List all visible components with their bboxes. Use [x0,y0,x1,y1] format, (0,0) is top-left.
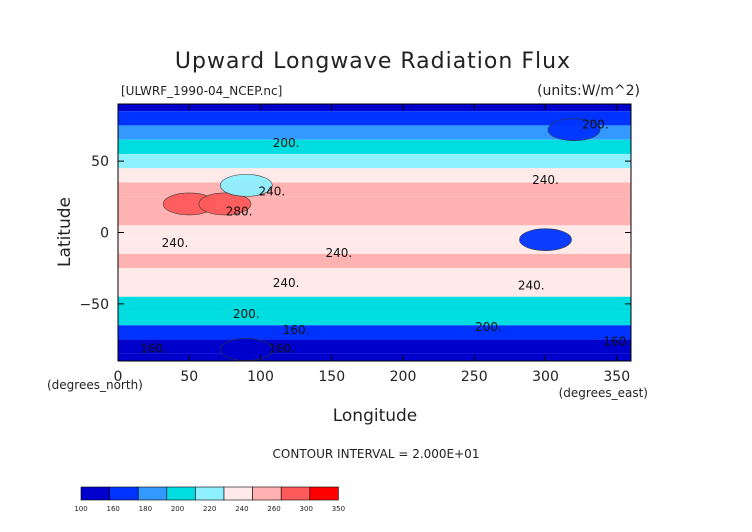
x-axis: 0 50 100 150 200 250 300 350 [114,104,630,385]
colorbar-label: 240 [235,505,248,513]
zonal-band [118,296,631,312]
zonal-band [118,104,631,112]
zonal-band [118,268,631,283]
x-tick-label: 150 [318,369,345,385]
contour-label: 160. [140,341,167,355]
x-tick-label: 200 [390,369,417,385]
zonal-band [118,111,631,126]
colorbar-swatch [309,486,339,501]
colorbar-label: 100 [74,505,87,513]
colorbar-label: 220 [203,505,216,513]
contour-label: 240. [273,276,300,290]
regional-feature [519,228,572,251]
colorbar-swatch [166,486,196,501]
colorbar-swatch [80,486,110,501]
zonal-band [118,125,631,140]
contour-label: 280. [226,204,253,218]
regional-feature [198,192,252,216]
colorbar-swatch [195,486,225,501]
x-tick-label: 250 [461,369,488,385]
colorbar-label: 300 [300,505,313,513]
x-tick-label: 0 [114,369,123,385]
contour-label: 200. [582,117,609,131]
colorbar-swatch [252,486,282,501]
chart-subtitle-left: [ULWRF_1990-04_NCEP.nc] [121,84,282,98]
x-tick-label: 100 [247,369,274,385]
zonal-band [118,153,631,169]
plot-area: 200. 200. 240. 280. 240. 240. 240. 240. 240. 200.… [118,104,631,361]
colorbar-label: 260 [267,505,280,513]
y-tick-label: 0 [100,226,109,242]
colorbar-label: 160 [106,505,119,513]
colorbar: 100 160 180 200 220 240 260 300 350 [74,486,345,513]
y-tick-label: −50 [79,297,109,313]
contour-label: 160. [283,323,310,337]
zonal-band [118,239,631,254]
colorbar-swatch [137,486,168,501]
x-tick-label: 300 [532,369,559,385]
contour-label: 240. [162,236,189,250]
contour-label: 240. [518,279,545,293]
zonal-band [118,253,631,269]
colorbar-label: 350 [332,505,345,513]
x-axis-label: Longitude [333,406,418,426]
zonal-band [118,225,631,240]
colorbar-label: 200 [171,505,184,513]
chart-title: Upward Longwave Radiation Flux [175,49,571,74]
contour-label: 240. [259,184,286,198]
zonal-band [118,139,631,154]
y-tick-label: 50 [91,154,109,170]
contour-label: 240. [326,246,353,260]
zonal-band [118,311,631,326]
regional-feature [219,338,273,361]
x-tick-label: 350 [603,369,630,385]
contour-label: 200. [475,320,502,334]
y-axis-label: Latitude [55,197,75,267]
zonal-band [118,282,631,297]
contour-label: 160. [269,341,296,355]
colorbar-swatch [109,486,139,501]
contour-label: 240. [532,173,559,187]
x-unit-label: (degrees_east) [559,386,648,400]
zonal-band [118,325,631,340]
colorbar-swatch [280,486,311,501]
regional-feature [219,174,273,197]
zonal-band [118,211,631,226]
zonal-band [118,339,631,354]
chart-subtitle-right: (units:W/m^2) [537,83,640,99]
y-axis: 50 0 −50 [79,154,631,313]
contour-label: 160. [603,334,630,348]
regional-feature [547,118,601,141]
contour-interval-text: CONTOUR INTERVAL = 2.000E+01 [273,447,480,461]
x-tick-label: 50 [180,369,198,385]
colorbar-swatch [223,486,253,501]
colorbar-label: 180 [139,505,152,513]
zonal-band [118,353,631,361]
contour-label: 200. [273,136,300,150]
contour-label: 200. [233,307,260,321]
y-unit-label: (degrees_north) [47,378,143,392]
